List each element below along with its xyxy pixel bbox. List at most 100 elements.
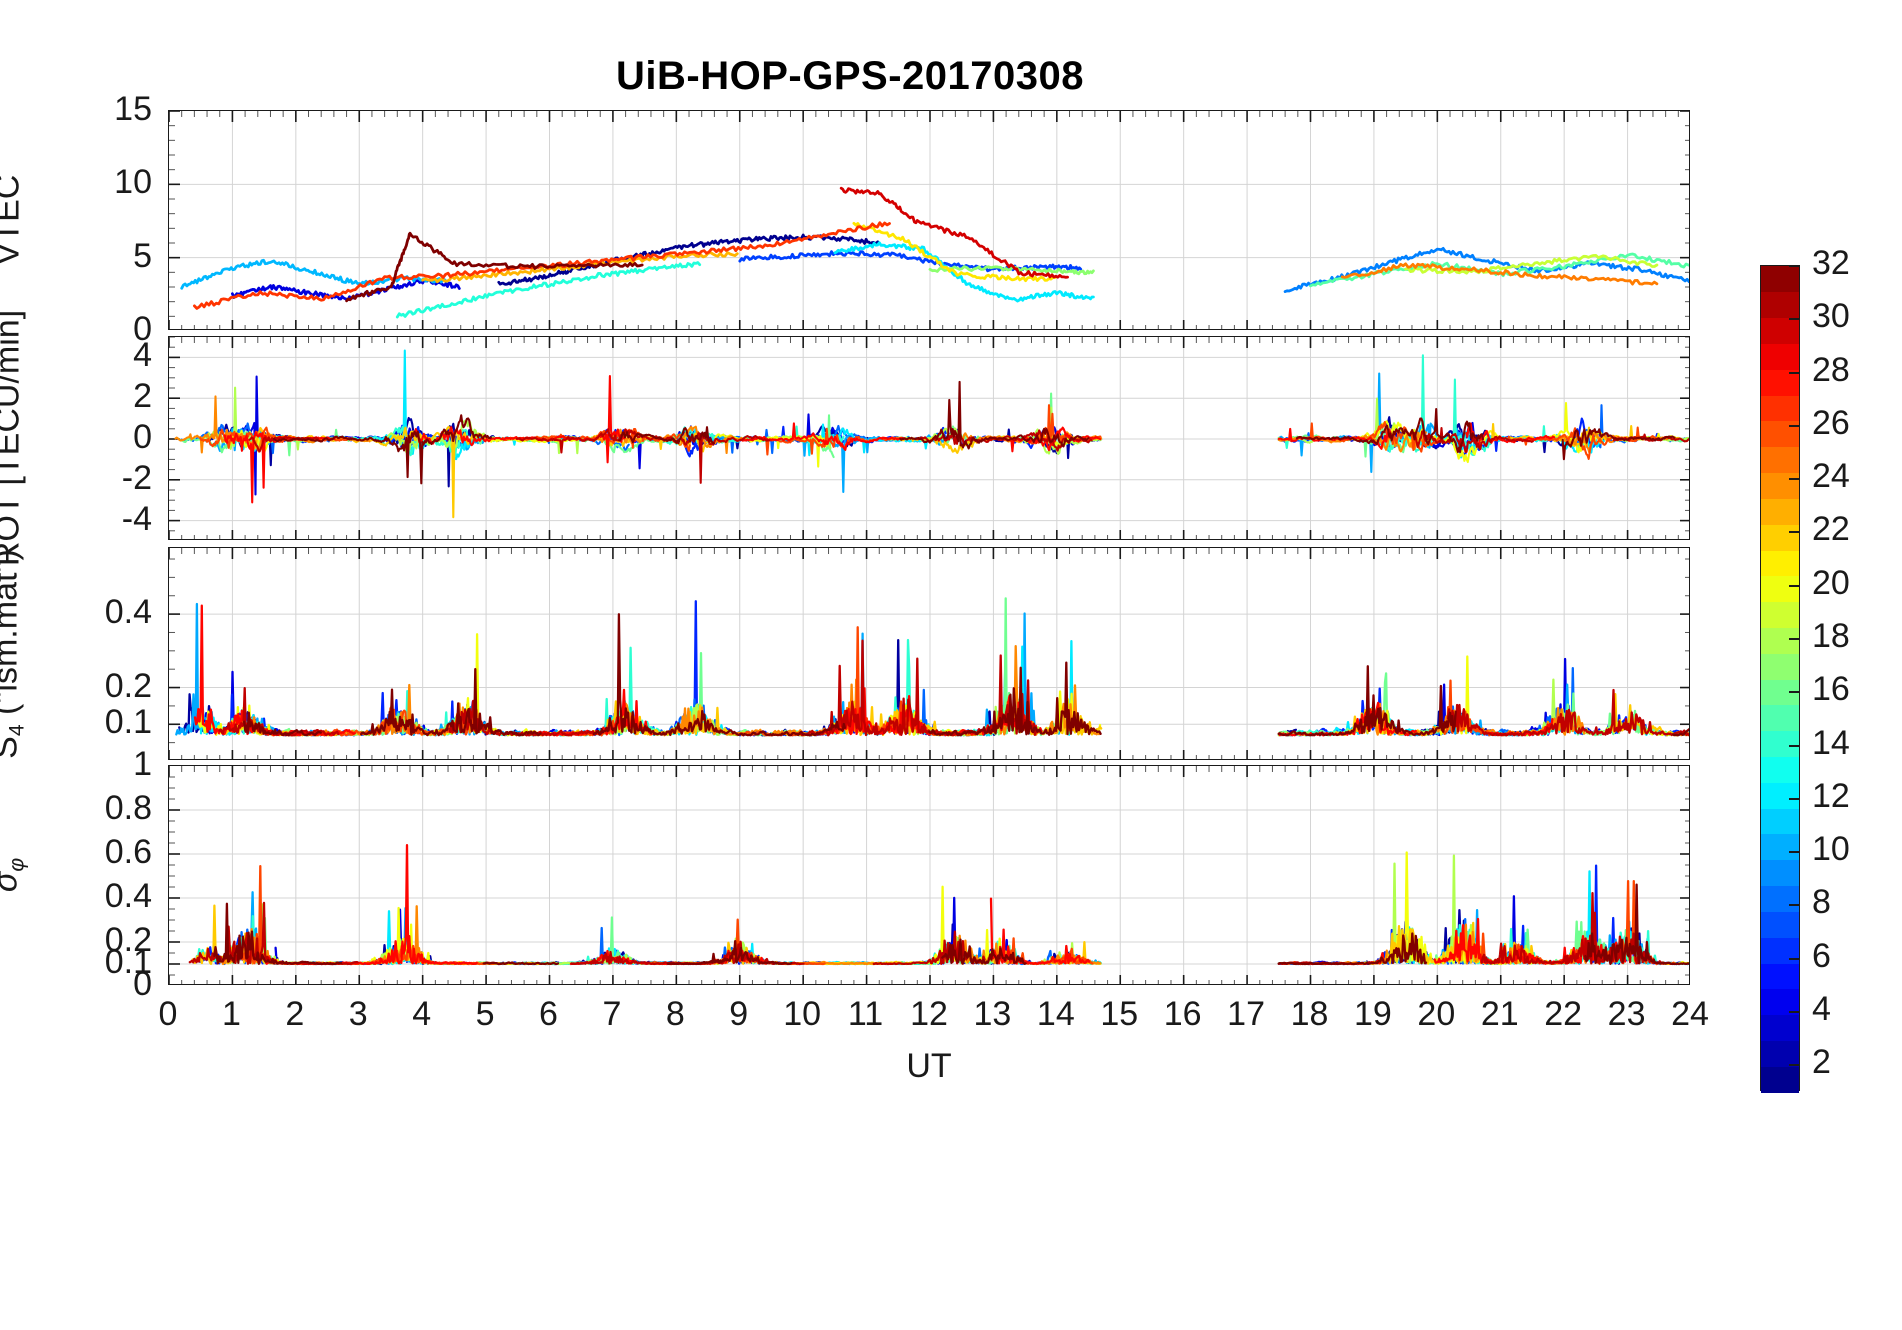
data-trace bbox=[1465, 422, 1556, 447]
y-tick-label-rot: -4 bbox=[121, 499, 152, 538]
colorbar-swatch bbox=[1761, 653, 1799, 680]
data-trace bbox=[193, 604, 356, 737]
colorbar-tick-label: 24 bbox=[1812, 457, 1850, 496]
x-tick-label: 12 bbox=[910, 995, 948, 1033]
panel-data-vtec bbox=[180, 186, 1689, 319]
colorbar-swatch bbox=[1761, 575, 1799, 603]
data-trace bbox=[213, 902, 343, 966]
data-trace bbox=[592, 613, 847, 737]
y-tick-label-rot: 0 bbox=[133, 418, 152, 456]
colorbar-swatch bbox=[1761, 782, 1799, 809]
colorbar-swatch bbox=[1761, 808, 1799, 835]
data-trace bbox=[497, 233, 880, 286]
colorbar-tick-label: 22 bbox=[1812, 510, 1850, 549]
x-tick-label: 17 bbox=[1227, 995, 1265, 1033]
data-trace bbox=[1283, 246, 1689, 294]
data-trace bbox=[340, 416, 518, 488]
data-trace bbox=[360, 668, 542, 737]
data-trace bbox=[1433, 917, 1627, 965]
data-trace bbox=[773, 885, 1014, 966]
colorbar-swatch bbox=[1761, 1066, 1799, 1093]
y-axis-label-sigmaphi: σφ bbox=[0, 857, 29, 892]
figure-title: UiB-HOP-GPS-20170308 bbox=[616, 54, 1084, 98]
data-trace bbox=[618, 426, 715, 445]
plot-panel-vtec[interactable] bbox=[168, 110, 1690, 330]
panel-data-s4 bbox=[175, 597, 1689, 737]
colorbar-tick-label: 30 bbox=[1812, 297, 1850, 336]
colorbar-swatch bbox=[1761, 524, 1799, 551]
data-trace bbox=[1561, 428, 1676, 461]
x-tick-label: 11 bbox=[847, 995, 884, 1033]
y-tick-label-vtec: 15 bbox=[114, 90, 152, 128]
colorbar-tick-mark bbox=[1789, 744, 1800, 747]
colorbar-swatch bbox=[1761, 730, 1799, 758]
y-tick-label-vtec: 10 bbox=[114, 163, 152, 202]
data-trace bbox=[1321, 851, 1543, 966]
data-trace bbox=[1584, 883, 1689, 966]
colorbar-swatch bbox=[1761, 627, 1799, 654]
x-tick-label: 21 bbox=[1480, 995, 1519, 1033]
colorbar-tick-mark bbox=[1789, 424, 1800, 427]
y-tick-label-sigmaphi: 1 bbox=[133, 745, 152, 783]
colorbar-tick-label: 10 bbox=[1812, 830, 1850, 869]
x-tick-label: 16 bbox=[1163, 995, 1202, 1033]
colorbar-tick-mark bbox=[1789, 851, 1800, 854]
y-axis-label-rot: ROT [TECU/min] bbox=[0, 309, 27, 567]
plot-panel-sigmaphi[interactable] bbox=[168, 765, 1690, 985]
colorbar-tick-mark bbox=[1789, 265, 1800, 267]
colorbar-swatch bbox=[1761, 859, 1799, 887]
colorbar-swatch bbox=[1761, 833, 1799, 861]
x-tick-label: 8 bbox=[665, 995, 685, 1033]
colorbar-tick-mark bbox=[1789, 318, 1800, 321]
colorbar-tick-label: 16 bbox=[1812, 670, 1850, 709]
data-trace bbox=[345, 231, 644, 303]
data-trace bbox=[1277, 372, 1463, 474]
colorbar-tick-mark bbox=[1789, 797, 1800, 800]
y-tick-label-vtec: 5 bbox=[133, 236, 152, 275]
data-trace bbox=[752, 638, 1005, 737]
plot-panel-rot[interactable] bbox=[168, 336, 1690, 540]
y-tick-label-s4: 0.2 bbox=[104, 666, 152, 705]
x-tick-label: 23 bbox=[1607, 995, 1646, 1033]
colorbar-tick-label: 26 bbox=[1812, 403, 1850, 442]
data-trace bbox=[747, 942, 937, 966]
colorbar[interactable] bbox=[1760, 265, 1800, 1093]
colorbar-swatch bbox=[1761, 498, 1799, 525]
colorbar-tick-mark bbox=[1789, 904, 1800, 907]
data-trace bbox=[656, 941, 909, 966]
y-axis-label-vtec: VTEC bbox=[0, 174, 27, 266]
data-trace bbox=[240, 864, 495, 966]
data-trace bbox=[623, 678, 865, 737]
colorbar-swatch bbox=[1761, 885, 1799, 912]
y-tick-label-sigmaphi: 0 bbox=[133, 965, 152, 1003]
data-trace bbox=[482, 961, 560, 966]
colorbar-swatch bbox=[1761, 291, 1799, 319]
x-tick-label: 10 bbox=[783, 995, 822, 1033]
colorbar-tick-label: 20 bbox=[1812, 563, 1850, 602]
y-tick-label-s4: 0.1 bbox=[104, 703, 152, 742]
colorbar-tick-mark bbox=[1789, 1064, 1800, 1067]
colorbar-swatch bbox=[1761, 911, 1799, 938]
x-tick-label: 0 bbox=[158, 995, 178, 1033]
plot-panel-s4[interactable] bbox=[168, 547, 1690, 760]
data-trace bbox=[421, 251, 739, 284]
colorbar-tick-label: 32 bbox=[1812, 244, 1850, 282]
colorbar-swatch bbox=[1761, 704, 1799, 732]
data-trace bbox=[833, 241, 1095, 303]
colorbar-swatch bbox=[1761, 395, 1799, 422]
y-tick-label-sigmaphi: 0.2 bbox=[104, 921, 152, 959]
colorbar-tick-mark bbox=[1789, 478, 1800, 481]
colorbar-tick-label: 8 bbox=[1812, 883, 1831, 922]
x-tick-label: 14 bbox=[1036, 995, 1075, 1033]
data-trace bbox=[265, 844, 478, 966]
colorbar-swatch bbox=[1761, 1040, 1799, 1067]
x-tick-label: 19 bbox=[1353, 995, 1392, 1033]
y-tick-label-rot: 4 bbox=[133, 336, 152, 375]
x-tick-label: 22 bbox=[1544, 995, 1583, 1033]
colorbar-swatch bbox=[1761, 1014, 1799, 1041]
data-trace bbox=[231, 278, 461, 302]
data-trace bbox=[248, 435, 319, 453]
colorbar-tick-mark bbox=[1789, 1011, 1800, 1014]
data-trace bbox=[1295, 407, 1485, 454]
